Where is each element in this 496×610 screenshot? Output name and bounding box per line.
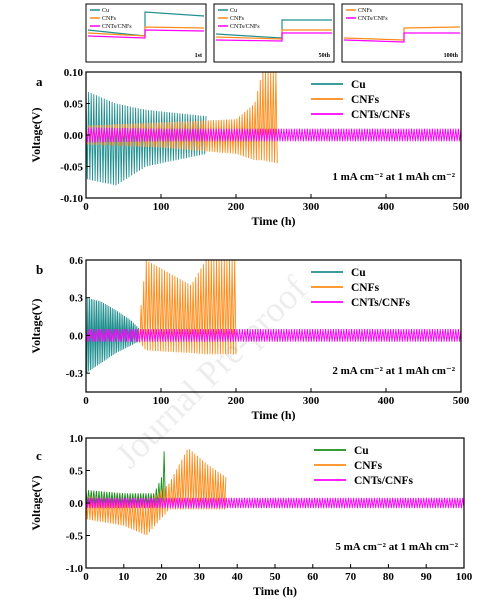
panel-c-letter: c xyxy=(36,448,42,463)
inset-2-cntscnfs-trace xyxy=(215,32,332,42)
inset-3: CNFs CNTs/CNFs 100th xyxy=(341,3,463,63)
panel-c-y-tick-label: 0.5 xyxy=(69,466,83,478)
panel-b-legend-label: CNFs xyxy=(351,282,380,294)
panel-b-x-tick-label: 400 xyxy=(378,395,395,407)
panel-a-legend-label: CNFs xyxy=(351,94,380,106)
inset-2-legend-cntscnfs: CNTs/CNFs xyxy=(230,24,260,30)
panel-c-x-tick-label: 10 xyxy=(118,571,130,583)
panel-c-traces xyxy=(86,449,464,536)
panel-c-y-axis-label: Voltage(V) xyxy=(29,476,43,531)
panel-a-y-tick-label: -0.05 xyxy=(60,162,83,174)
panel-b-series-cu-line xyxy=(86,297,139,373)
panel-a-x-tick-label: 400 xyxy=(378,201,395,213)
panel-b-legend-label: Cu xyxy=(351,267,366,279)
panel-b-x-tick-label: 0 xyxy=(83,395,89,407)
panel-c-legend-label: Cu xyxy=(354,445,369,457)
panel-a-y-tick-label: -0.10 xyxy=(60,193,83,205)
panel-b-plot-frame xyxy=(85,259,462,393)
panel-c-series-cu-line xyxy=(86,451,166,505)
panel-c-x-axis-label: Time (h) xyxy=(253,584,297,598)
panel-b-legend-label: CNTs/CNFs xyxy=(351,297,411,309)
panel-b-letter: b xyxy=(36,262,43,277)
panel-c-series-cnts-cnfs-line xyxy=(86,497,464,509)
inset-3-cntscnfs-trace xyxy=(343,32,460,43)
inset-2-legend-cu: Cu xyxy=(230,8,237,14)
panel-b-series-cnfs-line xyxy=(138,260,237,355)
inset-1-cu-trace xyxy=(87,11,205,37)
panel-c-x-tick-label: 80 xyxy=(383,571,395,583)
inset-1: Cu CNFs CNTs/CNFs 1st xyxy=(85,3,207,63)
inset-2: Cu CNFs CNTs/CNFs 50th xyxy=(213,3,335,63)
inset-3-legend-cnfs: CNFs xyxy=(358,8,373,14)
panel-b-x-tick-label: 200 xyxy=(228,395,245,407)
inset-2-legend-cnfs: CNFs xyxy=(230,16,245,22)
panel-a-x-tick-label: 200 xyxy=(228,201,245,213)
panel-b-x-tick-label: 300 xyxy=(303,395,320,407)
panel-a-x-tick-label: 300 xyxy=(303,201,320,213)
panel-c-y-tick-label: 0.0 xyxy=(69,498,83,510)
inset-1-legend-cnfs: CNFs xyxy=(102,16,117,22)
panel-a-y-tick-label: 0.10 xyxy=(64,67,84,79)
panel-c-x-tick-label: 30 xyxy=(194,571,206,583)
panel-b-annotation: 2 mA cm⁻² at 1 mAh cm⁻² xyxy=(332,365,455,377)
inset-3-cycle-label: 100th xyxy=(444,53,459,59)
inset-1-legend-cntscnfs: CNTs/CNFs xyxy=(102,24,132,30)
inset-2-cu-trace xyxy=(215,19,332,39)
panel-a-x-tick-label: 500 xyxy=(453,201,470,213)
panel-b-x-axis-label: Time (h) xyxy=(251,408,295,422)
panel-c-x-tick-label: 0 xyxy=(83,571,89,583)
panel-a-x-tick-label: 0 xyxy=(83,201,89,213)
panel-c: 0 10 20 30 40 50 60 70 80 90 100 -1.0 -0.5 0.0 0.5 1.0 T… xyxy=(29,433,473,598)
panel-a-legend-label: CNTs/CNFs xyxy=(351,109,411,121)
panel-a-y-axis-label: Voltage(V) xyxy=(29,108,43,163)
panel-a: 0 100 200 300 400 500 -0.10 -0.05 0.00 0.05 0.10 Ti… xyxy=(29,67,470,228)
panel-c-legend-label: CNFs xyxy=(354,460,383,472)
panel-b-x-tick-label: 500 xyxy=(453,395,470,407)
inset-1-cntscnfs-trace xyxy=(87,29,205,39)
panel-c-x-tick-label: 100 xyxy=(456,571,473,583)
panel-a-legend-label: Cu xyxy=(351,79,366,91)
panel-a-y-tick-label: 0.05 xyxy=(64,99,84,111)
panel-c-x-tick-label: 20 xyxy=(156,571,168,583)
panel-c-y-tick-label: -1.0 xyxy=(66,563,84,575)
panel-a-x-tick-label: 100 xyxy=(153,201,170,213)
panel-b-y-tick-label: -0.3 xyxy=(66,368,84,380)
panel-a-series-cnts-cnfs-line xyxy=(86,127,461,143)
panels: 0 100 200 300 400 500-0.10-0.050.000.050.10Ti… xyxy=(29,67,473,598)
panel-c-x-tick-label: 70 xyxy=(345,571,357,583)
panel-c-y-tick-label: 1.0 xyxy=(69,433,83,445)
panel-b-y-axis-label: Voltage(V) xyxy=(29,299,43,354)
panel-c-y-tick-label: -0.5 xyxy=(66,531,84,543)
panel-c-x-tick-label: 90 xyxy=(421,571,433,583)
panel-b-x-tick-label: 100 xyxy=(153,395,170,407)
inset-3-legend-cntscnfs: CNTs/CNFs xyxy=(358,16,388,22)
panel-c-annotation: 5 mA cm⁻² at 1 mAh cm⁻² xyxy=(335,541,458,553)
panel-c-x-tick-label: 60 xyxy=(307,571,319,583)
inset-2-cycle-label: 50th xyxy=(319,53,331,59)
panel-a-letter: a xyxy=(36,74,43,89)
panel-b-y-tick-label: 0.0 xyxy=(69,330,83,342)
panel-b-series-cnts-cnfs-line xyxy=(86,329,461,342)
panel-c-x-tick-label: 50 xyxy=(270,571,282,583)
panel-b-y-tick-label: 0.3 xyxy=(69,293,83,305)
inset-1-cycle-label: 1st xyxy=(195,53,202,59)
panel-a-annotation: 1 mA cm⁻² at 1 mAh cm⁻² xyxy=(332,171,455,183)
panel-c-x-tick-label: 40 xyxy=(232,571,244,583)
panel-b: 0 100 200 300 400 500 -0.3 0.0 0.3 0.6 Time (h) Vol… xyxy=(29,255,470,422)
panel-a-y-tick-label: 0.00 xyxy=(64,130,84,142)
panel-c-legend-label: CNTs/CNFs xyxy=(354,475,414,487)
panel-a-traces xyxy=(86,72,461,186)
panel-b-y-tick-label: 0.6 xyxy=(69,255,83,267)
inset-1-legend-cu: Cu xyxy=(102,8,109,14)
panel-b-traces xyxy=(86,260,461,373)
panel-a-x-axis-label: Time (h) xyxy=(251,214,295,228)
